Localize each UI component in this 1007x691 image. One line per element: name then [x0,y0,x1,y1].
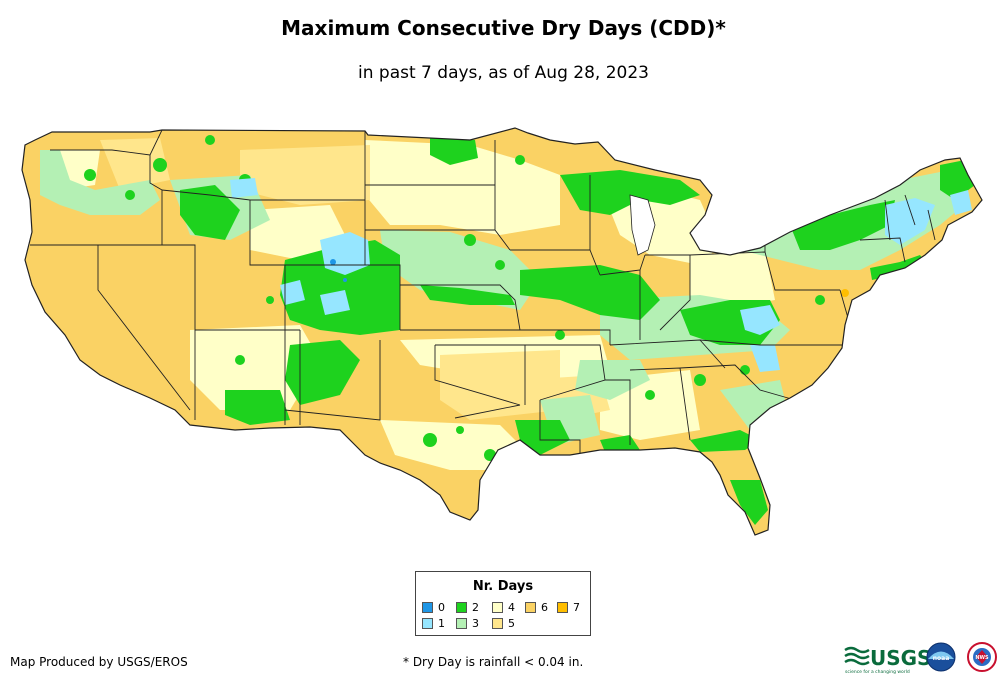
noaa-wordmark: noaa [933,655,950,662]
legend-swatch-7 [557,602,568,613]
usgs-tagline: science for a changing world [845,669,910,675]
legend-swatch-5 [492,618,503,629]
legend-swatch-3 [456,618,467,629]
usgs-wordmark: USGS [870,646,931,670]
legend-title: Nr. Days [472,579,534,594]
map-subtitle: in past 7 days, as of Aug 28, 2023 [358,63,649,83]
legend-swatch-2 [456,602,467,613]
nws-wordmark: NWS [975,655,989,661]
legend-label-2: 2 [472,601,479,614]
footnote: * Dry Day is rainfall < 0.04 in. [403,655,584,669]
legend-label-3: 3 [472,617,479,630]
legend-label-6: 6 [541,601,548,614]
legend-label-5: 5 [508,617,515,630]
legend-label-7: 7 [573,601,580,614]
legend-swatch-1 [422,618,433,629]
legend-label-1: 1 [438,617,445,630]
map-title: Maximum Consecutive Dry Days (CDD)* [281,16,726,40]
noaa-logo: noaa [926,642,956,672]
nws-logo: NWS [967,642,997,672]
legend-label-4: 4 [508,601,515,614]
legend-swatch-6 [525,602,536,613]
legend-swatch-0 [422,602,433,613]
legend-swatch-4 [492,602,503,613]
legend-label-0: 0 [438,601,445,614]
agency-logos: USGS science for a changing world noaa N… [844,642,997,675]
map-credit: Map Produced by USGS/EROS [10,655,188,669]
usgs-logo: USGS science for a changing world [844,646,931,675]
